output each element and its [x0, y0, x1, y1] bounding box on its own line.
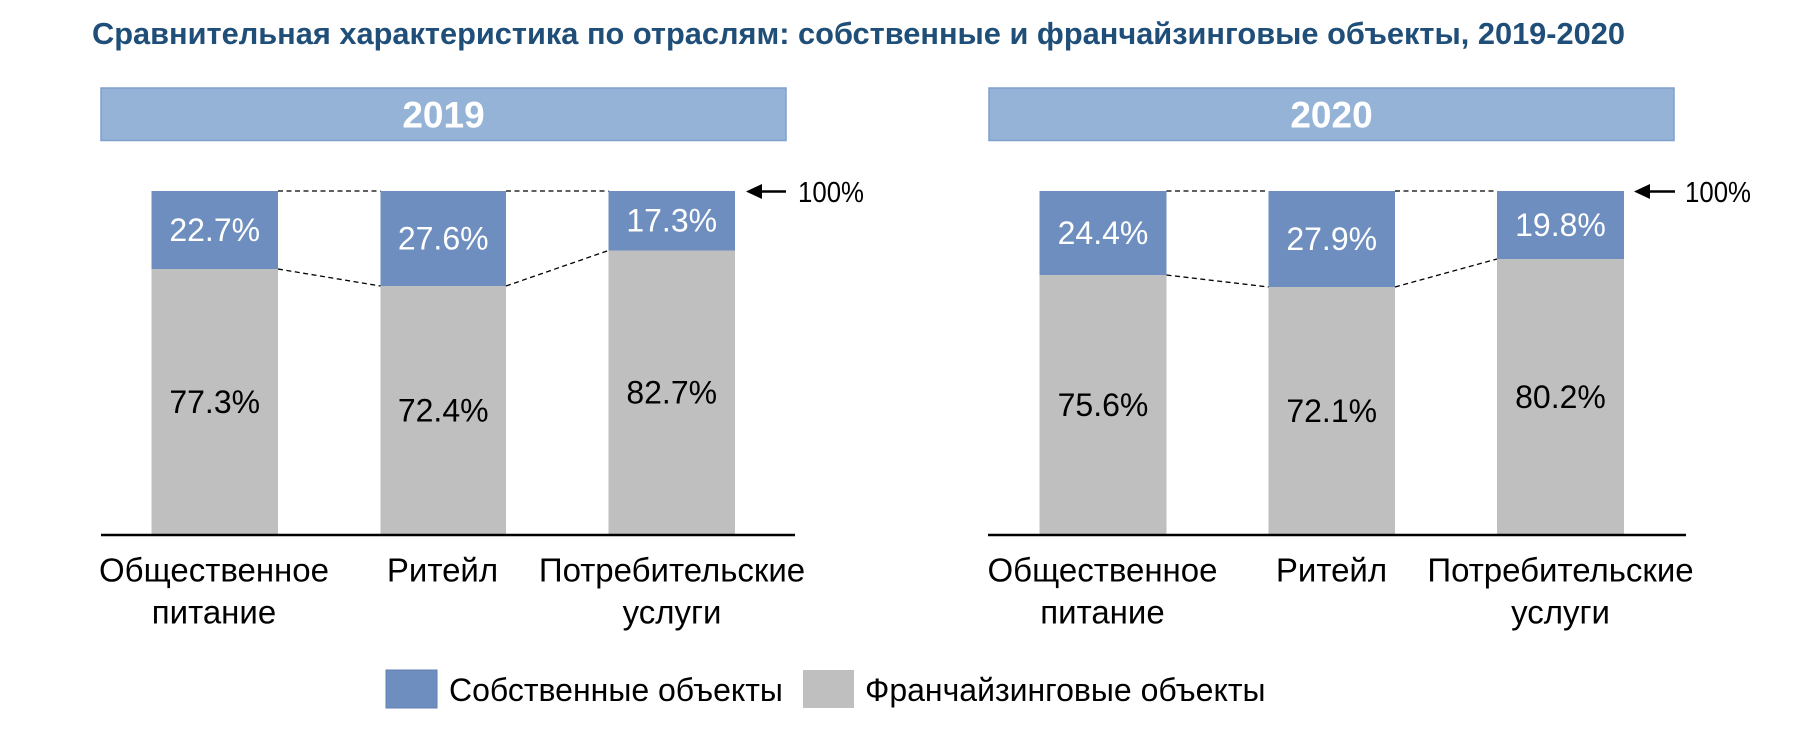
svg-text:Собственные объекты: Собственные объекты: [449, 672, 783, 708]
svg-text:17.3%: 17.3%: [626, 203, 717, 239]
svg-text:Ритейл: Ритейл: [1276, 552, 1387, 589]
svg-text:2019: 2019: [402, 95, 484, 136]
svg-text:27.9%: 27.9%: [1286, 221, 1377, 257]
svg-text:Потребительские: Потребительские: [1427, 552, 1693, 589]
svg-text:питание: питание: [152, 594, 276, 631]
svg-text:82.7%: 82.7%: [626, 375, 717, 411]
svg-text:19.8%: 19.8%: [1515, 207, 1606, 243]
svg-text:75.6%: 75.6%: [1058, 387, 1149, 423]
svg-text:77.3%: 77.3%: [169, 384, 260, 420]
svg-text:100%: 100%: [1685, 177, 1751, 209]
svg-text:услуги: услуги: [1511, 594, 1610, 631]
svg-text:27.6%: 27.6%: [398, 221, 489, 257]
svg-text:22.7%: 22.7%: [169, 212, 260, 248]
svg-text:Сравнительная характеристика п: Сравнительная характеристика по отраслям…: [92, 16, 1625, 51]
svg-text:Франчайзинговые объекты: Франчайзинговые объекты: [865, 672, 1265, 708]
svg-text:питание: питание: [1040, 594, 1164, 631]
svg-text:Общественное: Общественное: [99, 552, 329, 589]
svg-text:72.4%: 72.4%: [398, 393, 489, 429]
svg-text:услуги: услуги: [623, 594, 722, 631]
svg-text:2020: 2020: [1290, 95, 1372, 136]
svg-text:Потребительские: Потребительские: [539, 552, 805, 589]
svg-text:100%: 100%: [798, 177, 864, 209]
svg-text:80.2%: 80.2%: [1515, 379, 1606, 415]
svg-text:Ритейл: Ритейл: [387, 552, 498, 589]
svg-text:24.4%: 24.4%: [1058, 215, 1149, 251]
svg-text:72.1%: 72.1%: [1286, 393, 1377, 429]
svg-text:Общественное: Общественное: [988, 552, 1218, 589]
